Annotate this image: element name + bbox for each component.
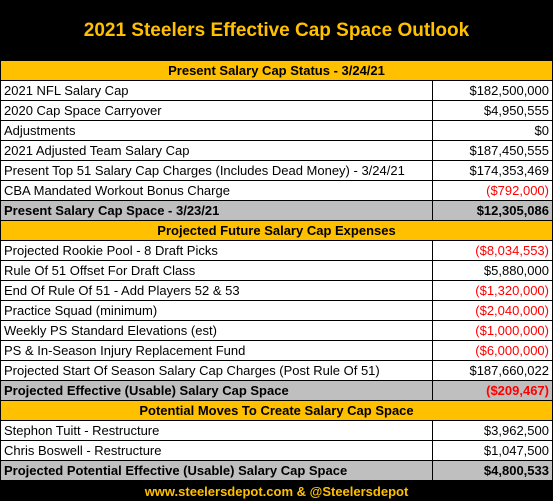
table-row: Weekly PS Standard Elevations (est) ($1,0… [0,321,553,341]
row-value: $187,660,022 [469,363,549,378]
row-label: Projected Potential Effective (Usable) S… [1,461,433,480]
row-label: 2020 Cap Space Carryover [1,101,433,120]
row-value: ($209,467) [486,383,549,398]
row-label: 2021 NFL Salary Cap [1,81,433,100]
table-row: 2021 Adjusted Team Salary Cap $187,450,55… [0,141,553,161]
row-label: End Of Rule Of 51 - Add Players 52 & 53 [1,281,433,300]
total-row: Projected Potential Effective (Usable) S… [0,461,553,481]
section-header: Projected Future Salary Cap Expenses [0,221,553,241]
footer: www.steelersdepot.com & @Steelersdepot [0,481,553,501]
table: Present Salary Cap Status - 3/24/21 2021 … [0,61,553,481]
row-value: ($1,320,000) [475,283,549,298]
row-value: $4,800,533 [483,463,549,478]
table-row: Projected Start Of Season Salary Cap Cha… [0,361,553,381]
table-row: End Of Rule Of 51 - Add Players 52 & 53 (… [0,281,553,301]
row-label: Present Salary Cap Space - 3/23/21 [1,201,433,220]
row-value: $187,450,555 [469,143,549,158]
table-row: Projected Rookie Pool - 8 Draft Picks ($8… [0,241,553,261]
row-value: $0 [534,123,549,138]
row-label: Weekly PS Standard Elevations (est) [1,321,433,340]
row-value: ($2,040,000) [475,303,549,318]
table-row: PS & In-Season Injury Replacement Fund ($… [0,341,553,361]
row-label: Projected Rookie Pool - 8 Draft Picks [1,241,433,260]
row-label: Adjustments [1,121,433,140]
row-value: ($8,034,553) [475,243,549,258]
row-value: $3,962,500 [483,423,549,438]
row-label: Chris Boswell - Restructure [1,441,433,460]
table-row: Present Top 51 Salary Cap Charges (Inclu… [0,161,553,181]
row-label: PS & In-Season Injury Replacement Fund [1,341,433,360]
row-value: $174,353,469 [469,163,549,178]
section-header: Present Salary Cap Status - 3/24/21 [0,61,553,81]
row-value: ($1,000,000) [475,323,549,338]
row-label: Projected Start Of Season Salary Cap Cha… [1,361,433,380]
total-row: Projected Effective (Usable) Salary Cap … [0,381,553,401]
row-value: $1,047,500 [483,443,549,458]
row-label: CBA Mandated Workout Bonus Charge [1,181,433,200]
row-label: Practice Squad (minimum) [1,301,433,320]
title: 2021 Steelers Effective Cap Space Outloo… [0,0,553,61]
row-value: ($792,000) [486,183,549,198]
total-row: Present Salary Cap Space - 3/23/21 $12,30… [0,201,553,221]
row-label: Stephon Tuitt - Restructure [1,421,433,440]
table-row: Adjustments $0 [0,121,553,141]
row-value: ($6,000,000) [475,343,549,358]
section-header: Potential Moves To Create Salary Cap Spa… [0,401,553,421]
row-label: 2021 Adjusted Team Salary Cap [1,141,433,160]
table-row: 2020 Cap Space Carryover $4,950,555 [0,101,553,121]
table-row: Chris Boswell - Restructure $1,047,500 [0,441,553,461]
row-value: $182,500,000 [469,83,549,98]
row-value: $4,950,555 [483,103,549,118]
row-value: $5,880,000 [483,263,549,278]
row-label: Rule Of 51 Offset For Draft Class [1,261,433,280]
row-value: $12,305,086 [476,203,549,218]
row-label: Projected Effective (Usable) Salary Cap … [1,381,433,400]
table-row: 2021 NFL Salary Cap $182,500,000 [0,81,553,101]
table-row: Stephon Tuitt - Restructure $3,962,500 [0,421,553,441]
row-label: Present Top 51 Salary Cap Charges (Inclu… [1,161,433,180]
table-row: Practice Squad (minimum) ($2,040,000) [0,301,553,321]
table-row: CBA Mandated Workout Bonus Charge ($792,0… [0,181,553,201]
table-row: Rule Of 51 Offset For Draft Class $5,880,… [0,261,553,281]
